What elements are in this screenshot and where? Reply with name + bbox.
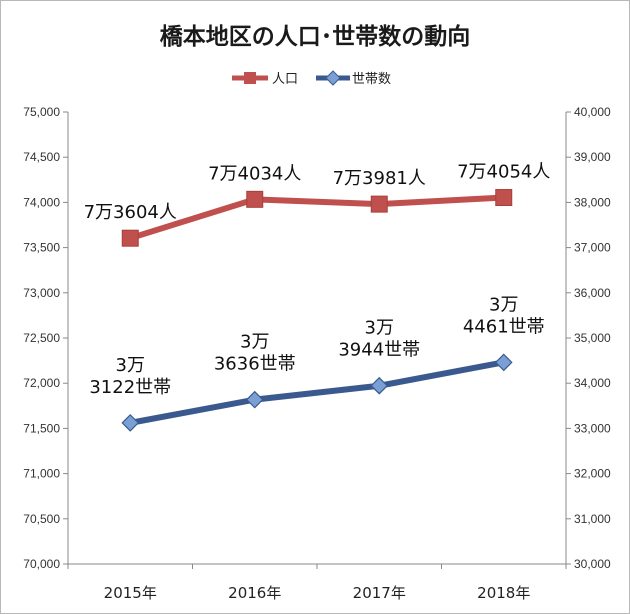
y-tick-label-left: 71,000 <box>23 467 60 481</box>
x-tick-label: 2018年 <box>477 584 530 602</box>
y-tick-label-right: 38,000 <box>574 195 611 209</box>
y-tick-label-left: 75,000 <box>23 105 60 119</box>
axes: 70,000 30,000 70,500 31,000 71,000 32,000 71,5… <box>23 105 611 602</box>
data-label-households: 3万 3636世帯 <box>214 332 296 375</box>
legend-item-households: 世帯数 <box>316 70 391 87</box>
y-tick-label-right: 32,000 <box>574 467 611 481</box>
data-label-population: 7万3981人 <box>333 168 426 189</box>
data-label-households: 3万 4461世帯 <box>463 294 545 337</box>
marker-households <box>121 414 140 432</box>
y-tick-label-right: 35,000 <box>574 331 611 345</box>
data-label-population: 7万3604人 <box>84 202 177 223</box>
legend-population-marker <box>244 72 256 84</box>
marker-households <box>370 376 389 395</box>
data-label-households: 3万 3944世帯 <box>338 318 420 361</box>
y-tick-label-right: 36,000 <box>574 286 611 300</box>
legend-item-population: 人口 <box>232 72 298 87</box>
legend: 人口 世帯数 <box>232 70 391 87</box>
y-tick-label-left: 74,000 <box>23 195 60 209</box>
y-tick-label-right: 40,000 <box>574 105 611 119</box>
marker-households <box>494 353 513 372</box>
marker-population <box>495 189 513 207</box>
y-tick-label-left: 72,000 <box>23 376 60 390</box>
y-tick-label-right: 33,000 <box>574 421 611 435</box>
marker-households <box>245 390 264 409</box>
legend-population-label: 人口 <box>272 72 298 87</box>
series-line-population <box>127 194 507 242</box>
x-tick-label: 2015年 <box>104 584 157 602</box>
legend-households-marker <box>325 70 341 86</box>
y-tick-label-right: 30,000 <box>574 557 611 571</box>
y-tick-label-left: 74,500 <box>23 150 60 164</box>
y-tick-label-left: 73,000 <box>23 286 60 300</box>
marker-population <box>121 229 139 247</box>
marker-population <box>370 195 388 213</box>
y-tick-label-right: 39,000 <box>574 150 611 164</box>
x-tick-label: 2016年 <box>228 584 281 602</box>
data-label-population: 7万4034人 <box>208 163 301 184</box>
chart-title: 橋本地区の人口･世帯数の動向 <box>160 23 471 50</box>
data-label-households: 3万 3122世帯 <box>89 355 171 398</box>
y-tick-label-right: 31,000 <box>574 512 611 526</box>
legend-households-label: 世帯数 <box>352 72 391 87</box>
y-tick-label-right: 37,000 <box>574 241 611 255</box>
x-tick-label: 2017年 <box>353 584 406 602</box>
data-label-population: 7万4054人 <box>457 162 550 183</box>
marker-population <box>246 190 264 208</box>
series-line-households <box>127 359 507 426</box>
y-tick-label-right: 34,000 <box>574 376 611 390</box>
data-labels: 7万3604人 7万4034人 7万3981人 7万4054人 3万 3122世帯 3万 36… <box>84 162 551 398</box>
series-markers <box>121 189 513 432</box>
y-tick-label-left: 70,500 <box>23 512 60 526</box>
y-tick-label-left: 70,000 <box>23 557 60 571</box>
series-lines <box>127 194 507 426</box>
y-tick-label-left: 72,500 <box>23 331 60 345</box>
y-tick-label-left: 71,500 <box>23 421 60 435</box>
y-tick-label-left: 73,500 <box>23 241 60 255</box>
